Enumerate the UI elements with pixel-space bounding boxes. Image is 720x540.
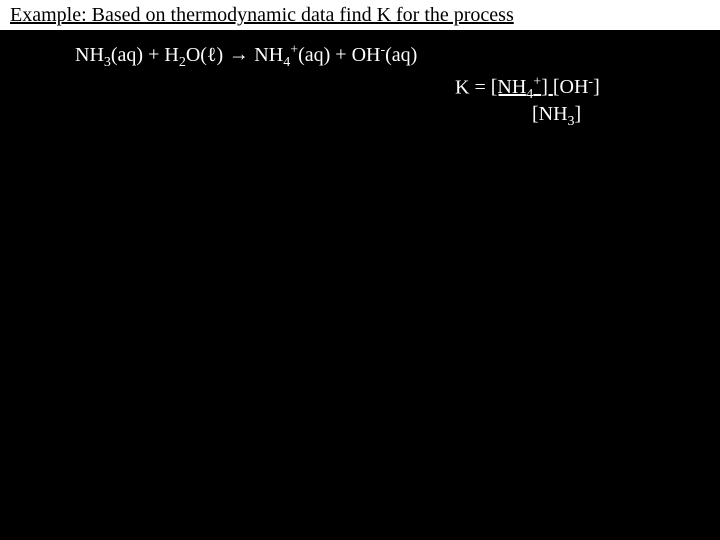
numerator-oh: [OH-] [553, 76, 600, 98]
numerator-nh4: [NH4+] [491, 76, 553, 98]
reactant-h2o: H2O(ℓ) [164, 44, 223, 66]
plus-1: + [143, 44, 164, 66]
reaction-equation: NH3(aq) + H2O(ℓ) → NH4+(aq) + OH-(aq) [75, 42, 710, 71]
equilibrium-expression-denominator: [NH3] [532, 103, 710, 130]
reaction-arrow: → [223, 44, 254, 66]
plus-2: + [330, 44, 351, 66]
denominator-nh3: [NH3] [532, 103, 581, 125]
k-equals: K = [455, 76, 491, 98]
equilibrium-expression-numerator: K = [NH4+] [OH-] [455, 75, 710, 104]
header-text: Example: Based on thermodynamic data fin… [10, 4, 514, 26]
product-oh: OH-(aq) [352, 44, 418, 66]
header-bar: Example: Based on thermodynamic data fin… [0, 0, 720, 30]
content-area: NH3(aq) + H2O(ℓ) → NH4+(aq) + OH-(aq) K … [0, 30, 720, 138]
product-nh4: NH4+(aq) [254, 44, 330, 66]
reactant-nh3: NH3(aq) [75, 44, 143, 66]
